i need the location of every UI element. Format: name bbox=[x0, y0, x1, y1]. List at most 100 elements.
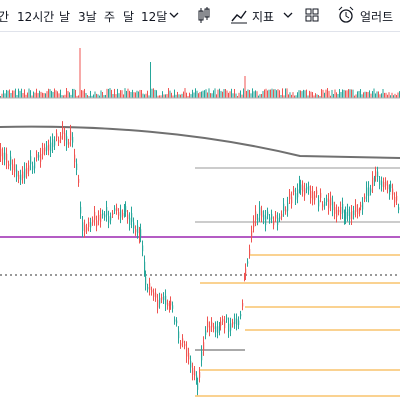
candle-body bbox=[197, 383, 199, 390]
candle-body bbox=[220, 321, 222, 327]
volume-bar bbox=[106, 88, 108, 98]
volume-bar bbox=[9, 89, 10, 98]
candle-body bbox=[355, 204, 357, 212]
volume-bar bbox=[268, 89, 270, 98]
candle-body bbox=[52, 139, 54, 148]
candle-body bbox=[112, 212, 114, 215]
candle-body bbox=[32, 165, 34, 170]
volume-bar bbox=[138, 91, 139, 98]
volume-bar bbox=[261, 93, 262, 98]
volume-bar bbox=[339, 89, 340, 98]
volume-bar bbox=[25, 94, 27, 98]
interval[interactable]: 3날 bbox=[78, 10, 97, 24]
interval[interactable]: 간 bbox=[0, 10, 10, 24]
volume-bar bbox=[331, 89, 333, 98]
interval[interactable]: 12달 bbox=[141, 10, 168, 24]
volume-bar bbox=[177, 91, 178, 98]
interval[interactable]: 달 bbox=[123, 10, 135, 24]
candle-body bbox=[222, 318, 224, 322]
candle-body bbox=[316, 190, 318, 194]
volume-bar bbox=[186, 92, 187, 98]
volume-bar bbox=[190, 94, 192, 98]
candle-body bbox=[92, 219, 94, 223]
volume-bar bbox=[118, 93, 120, 98]
volume-bar bbox=[282, 88, 283, 98]
volume-bar bbox=[228, 92, 229, 98]
volume-bar bbox=[45, 93, 46, 98]
interval[interactable]: 12시간 bbox=[17, 10, 55, 24]
volume-bar bbox=[201, 91, 202, 98]
candle-body bbox=[351, 210, 353, 220]
volume-bar bbox=[18, 88, 19, 98]
volume-bar bbox=[297, 92, 298, 98]
volume-bar bbox=[249, 89, 250, 98]
candle-body bbox=[306, 186, 308, 190]
volume-bar bbox=[295, 95, 297, 98]
candle-body bbox=[147, 286, 149, 290]
candle-body bbox=[104, 214, 106, 218]
candle-body bbox=[396, 195, 398, 201]
alert-icon[interactable] bbox=[337, 6, 355, 24]
candle-body bbox=[244, 276, 246, 279]
candle-body bbox=[360, 204, 362, 208]
volume-bar bbox=[64, 94, 66, 98]
volume-bar bbox=[217, 89, 219, 98]
candle-body bbox=[98, 215, 100, 221]
volume-bar bbox=[199, 92, 201, 98]
candle-body bbox=[18, 174, 20, 180]
volume-bar bbox=[277, 89, 279, 98]
indicator-icon[interactable] bbox=[230, 7, 248, 25]
candle-body bbox=[308, 185, 310, 191]
candle-body bbox=[170, 300, 172, 306]
candle-body bbox=[318, 200, 320, 207]
candle-body bbox=[180, 343, 182, 346]
indicators[interactable]: 지표 bbox=[252, 10, 275, 24]
volume-bar bbox=[246, 90, 247, 98]
volume-bar bbox=[148, 95, 150, 98]
alerts[interactable]: 얼러트 bbox=[360, 10, 394, 24]
candle-body bbox=[163, 296, 165, 301]
candle-body bbox=[120, 210, 122, 218]
volume-bar bbox=[343, 89, 345, 98]
volume-bar bbox=[337, 93, 339, 98]
volume-bar bbox=[321, 89, 322, 98]
candle-body bbox=[42, 148, 44, 155]
volume-bar bbox=[253, 91, 255, 98]
volume-bar bbox=[375, 93, 376, 98]
volume-bar bbox=[51, 90, 52, 98]
chevron[interactable] bbox=[283, 11, 293, 19]
volume-bar bbox=[151, 88, 153, 98]
candle-body bbox=[226, 317, 228, 320]
volume-bar bbox=[213, 90, 214, 98]
candle-body bbox=[108, 216, 110, 223]
volume-bar bbox=[90, 90, 91, 98]
candle-body bbox=[209, 326, 211, 332]
interval[interactable]: 주 bbox=[104, 10, 116, 24]
volume-bar bbox=[175, 94, 177, 98]
candle-body bbox=[68, 142, 70, 145]
volume-bar bbox=[7, 90, 9, 98]
candle-body bbox=[234, 318, 236, 325]
candle-body bbox=[62, 126, 64, 135]
volume-bar bbox=[348, 89, 349, 98]
candle-body bbox=[14, 164, 16, 172]
chevron[interactable] bbox=[169, 11, 179, 19]
volume-bar bbox=[271, 88, 273, 98]
candle-body bbox=[151, 289, 153, 293]
layout-icon[interactable] bbox=[305, 8, 319, 22]
candle-body bbox=[116, 207, 118, 211]
volume-bar bbox=[30, 90, 31, 98]
candle-body bbox=[190, 360, 192, 368]
volume-bar bbox=[48, 88, 49, 98]
candle-icon[interactable] bbox=[197, 6, 211, 26]
interval[interactable]: 날 bbox=[59, 10, 71, 24]
candle-body bbox=[124, 208, 126, 214]
volume-bar bbox=[219, 88, 220, 98]
candle-body bbox=[142, 245, 144, 252]
candle-body bbox=[78, 178, 80, 183]
candle-body bbox=[293, 189, 295, 192]
volume-bar bbox=[285, 88, 286, 98]
candle-body bbox=[131, 213, 133, 222]
candle-body bbox=[100, 214, 102, 222]
candle-body bbox=[336, 209, 338, 218]
